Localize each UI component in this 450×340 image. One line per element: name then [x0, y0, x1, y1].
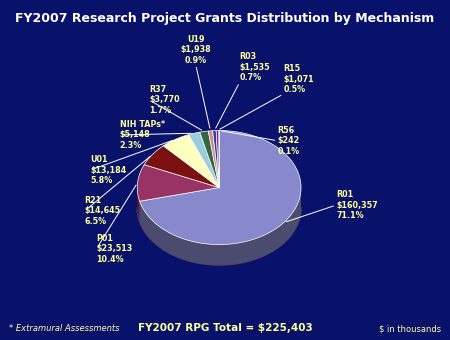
Polygon shape: [163, 135, 219, 188]
Polygon shape: [137, 165, 219, 201]
Polygon shape: [208, 131, 219, 188]
Text: R03
$1,535
0.7%: R03 $1,535 0.7%: [239, 52, 270, 82]
Polygon shape: [140, 188, 219, 222]
Polygon shape: [189, 132, 219, 188]
Polygon shape: [216, 131, 219, 188]
Polygon shape: [137, 188, 219, 208]
Polygon shape: [144, 146, 219, 188]
Polygon shape: [140, 131, 301, 244]
Text: R21
$14,645
6.5%: R21 $14,645 6.5%: [85, 196, 121, 226]
Text: R15
$1,071
0.5%: R15 $1,071 0.5%: [284, 64, 314, 94]
Text: FY2007 RPG Total = $225,403: FY2007 RPG Total = $225,403: [138, 323, 312, 333]
Polygon shape: [137, 188, 301, 265]
Text: U19
$1,938
0.9%: U19 $1,938 0.9%: [180, 35, 211, 65]
Polygon shape: [200, 131, 219, 188]
Text: R01
$160,357
71.1%: R01 $160,357 71.1%: [336, 190, 378, 220]
Polygon shape: [140, 189, 301, 265]
Polygon shape: [219, 188, 301, 209]
Polygon shape: [140, 188, 219, 222]
Text: R37
$3,770
1.7%: R37 $3,770 1.7%: [149, 85, 180, 115]
Text: U01
$13,184
5.8%: U01 $13,184 5.8%: [90, 155, 127, 185]
Polygon shape: [137, 188, 140, 222]
Text: P01
$23,513
10.4%: P01 $23,513 10.4%: [96, 234, 133, 264]
Text: * Extramural Assessments: * Extramural Assessments: [9, 324, 120, 333]
Polygon shape: [213, 131, 219, 188]
Text: FY2007 Research Project Grants Distribution by Mechanism: FY2007 Research Project Grants Distribut…: [15, 12, 435, 25]
Text: R56
$242
0.1%: R56 $242 0.1%: [278, 126, 300, 156]
Text: $ in thousands: $ in thousands: [379, 324, 441, 333]
Text: NIH TAPs*
$5,148
2.3%: NIH TAPs* $5,148 2.3%: [120, 120, 165, 150]
